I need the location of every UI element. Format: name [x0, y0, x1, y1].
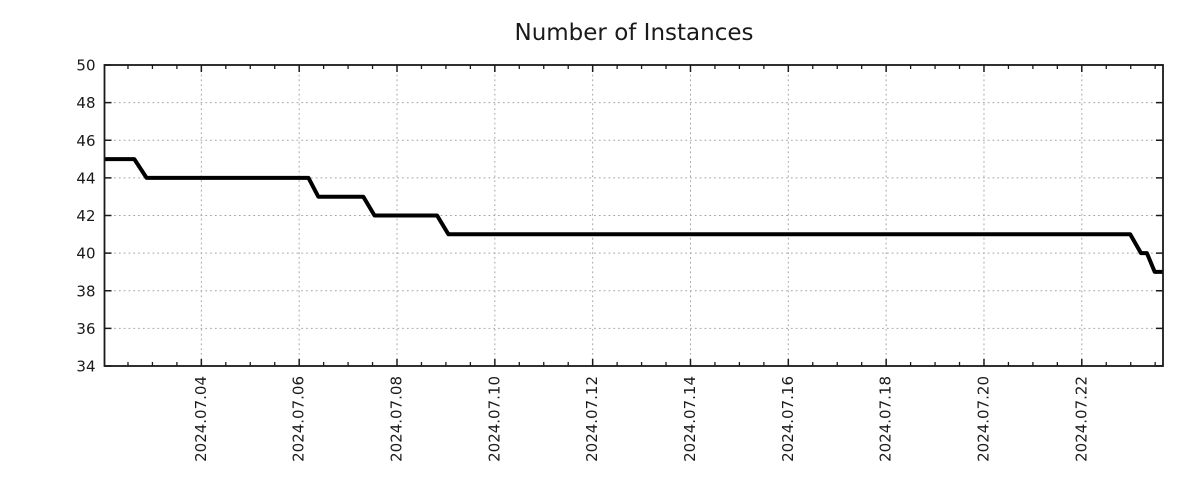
series-line-instances [104, 157, 1163, 274]
y-tick-label: 46 [76, 132, 95, 150]
x-tick-label: 2024.07.10 [485, 376, 503, 462]
y-tick-label: 44 [76, 169, 95, 187]
y-tick-label: 36 [76, 320, 95, 338]
axis-tick-labels: 34 36 38 40 42 44 46 48 50 2024.07.04 2024.07.06 20… [76, 57, 1090, 462]
chart-title: Number of Instances [515, 20, 754, 46]
x-tick-label: 2024.07.12 [583, 376, 601, 462]
y-tick-label: 42 [76, 207, 95, 225]
x-tick-label: 2024.07.14 [681, 376, 699, 462]
x-tick-label: 2024.07.08 [388, 376, 406, 462]
x-tick-label: 2024.07.20 [974, 376, 992, 462]
y-tick-label: 34 [76, 358, 95, 376]
y-tick-label: 48 [76, 94, 95, 112]
x-tick-label: 2024.07.16 [779, 376, 797, 462]
y-tick-label: 40 [76, 245, 95, 263]
x-tick-label: 2024.07.18 [877, 376, 895, 462]
series-layer [104, 157, 1163, 274]
x-tick-label: 2024.07.06 [290, 376, 308, 462]
y-tick-label: 38 [76, 282, 95, 300]
grid-layer [104, 65, 1163, 366]
x-tick-label: 2024.07.04 [192, 376, 210, 462]
y-tick-label: 50 [76, 57, 95, 75]
x-tick-label: 2024.07.22 [1072, 376, 1090, 462]
plot-border [103, 64, 1164, 367]
